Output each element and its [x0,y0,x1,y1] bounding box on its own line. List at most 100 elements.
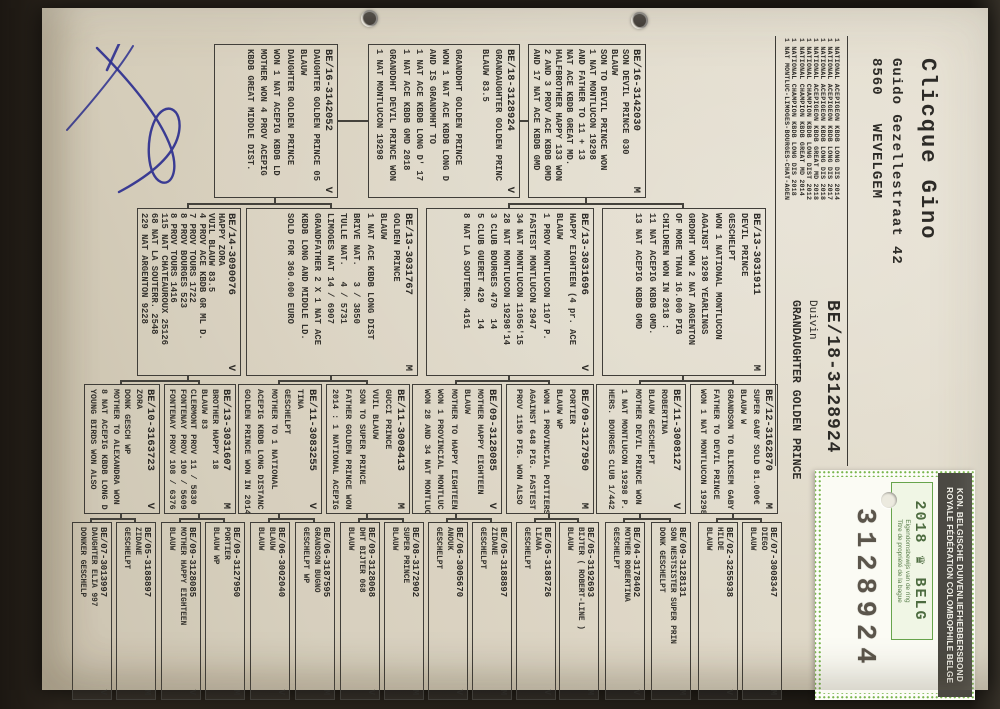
box-ring-number: BE/09-3128085 [187,527,197,598]
box-text-line: BLAUW [565,527,573,551]
box-sex: M [762,502,774,509]
connector-line [641,380,734,382]
connector-line [585,198,587,203]
pedigree-box-gen4-5: BE/05-3192693 M BIJTER ( ROBERT-LINE ) BLAU… [559,522,599,700]
pedigree-box-gen4-8: BE/06-3005670 V ANOUK GESCHELPT [428,522,468,700]
box-text-line: BLAUW [704,527,712,551]
box-text-line: GRANDFATHER 2 X 1 NAT ACE [311,213,322,345]
box-sex: M [402,364,414,371]
connector-line [639,514,641,518]
box-text-line: GESCHELPT [611,527,619,570]
connector-line [718,518,762,520]
pedigree-box-gen3-7: BE/13-3031607 M BROTHER HAPPY 18 BLAUW 83 CL… [164,384,236,514]
box-text-line: MOTHER TO HAPPY EIGHTEEN [448,389,459,510]
box-text-line: OF MORE THAN 16.000 PIG [672,213,683,335]
pedigree-box-gen1-2: BE/18-3128924 V GRANDAUGHTER GOLDEN PRINC B… [368,44,520,198]
box-text-line: BLAUW [608,49,619,76]
box-ring-number: BE/02-3255938 [724,527,734,598]
connector-line [330,376,332,380]
pedigree-box-gen1-3: BE/16-3142052 V DAUGHTER GOLDEN PRINCE 05 B… [214,44,338,198]
box-text-line: 1 NAT ACE KBDB LONG D' 17 [413,49,424,181]
connector-line [181,518,225,520]
connector-line [270,518,315,520]
box-text-line: DONKER GESCHELP [78,527,86,598]
box-sex: V [366,689,376,695]
box-text-line: AGAINST 19298 YEARLINGS [699,213,710,335]
box-text-line: BLAUW [297,49,308,76]
box-text-line: LIANA [533,527,541,551]
connector-line [448,518,492,520]
box-text-line: BLAUW [167,527,175,551]
box-text-line: 68 NAT LA SOUTERR. 2548 [149,213,160,335]
box-ring-number: BE/08-3172902 [410,527,420,598]
box-text-line: PORTIER [567,389,577,425]
owner-address-street: Guido Gezellestraat 42 [888,58,904,265]
connector-line [520,120,528,122]
box-text-line: 8 PROV TOURS 1416 [168,213,179,303]
box-text-line: GESCHELPT [522,527,530,570]
box-ring-number: BE/07-3013997 [98,527,108,598]
box-sex: V [486,502,498,509]
box-text-line: SON DEVIL PRINCE 030 [620,49,630,155]
box-ring-number: BE/09-3127950 [231,527,241,598]
pedigree-box-gen4-15: BE/05-3188897 M ZIDANE GESCHELPT [116,522,156,700]
box-sex: M [410,689,420,695]
box-text-line: 13 NAT ACEPIG KBDB GMD [633,213,644,330]
box-text-line: PORTIER [222,527,230,560]
box-ring-number: BE/09-3128085 [486,389,498,471]
box-sex: V [504,186,516,193]
box-text-line: 1 PROV MONTLUCON 1107 P. [540,213,551,340]
box-ring-number: BE/05-3192693 [585,527,595,598]
box-ring-number: BE/07-3008347 [768,527,778,598]
box-text-line: 1 NAT MONTLUCON 19298 P. [619,389,630,510]
box-text-line: 2 AND 3 PROV ACE KBDB GMD [542,49,553,181]
pedigree-box-gen3-8: BE/10-3163723 V ZORA DONK GESCH WP MOTHER TO… [84,384,160,514]
box-text-line: HERS. BOURGES CLUB 1/442 [606,389,617,510]
box-text-line: DONK GESCH WP [122,389,133,455]
box-ring-number: BE/11-3083255 [306,389,318,471]
box-ring-number: BE/16-3142052 [322,49,334,131]
box-text-line: PROV 1150 PIG. WON ALSO [514,389,525,505]
box-text-line [464,49,477,193]
box-sex: M [394,502,406,509]
box-text-line: GOLDEN PRINCE [391,213,401,282]
box-text-line: ROBERTINA [659,389,669,435]
box-ring-number: BE/13-3031911 [750,213,762,295]
box-text-line: KBDB GREAT MIDDLE DIST. [244,49,255,171]
connector-line [508,376,510,380]
box-sex: V [306,502,318,509]
box-text-line: GRDDHT WON 2 NAT ARGENTON [686,213,697,345]
box-text-line: 5 CLUB GUERET 429 14 [474,213,485,330]
box-sex: V [322,186,334,193]
pedigree-box-gen4-1: BE/07-3008347 M DIEGO BLAUW [742,522,782,700]
connector-line [198,514,200,518]
box-text-line: BLAUW W [737,389,748,425]
box-text-line: ANOUK [445,527,453,551]
connector-line [366,514,368,518]
box-text-line: SON TO SUPER PRINCE [356,389,367,485]
box-ring-number: BE/13-3031767 [402,213,414,295]
box-text-line: SON TO DEVIL PRINCE WON [597,49,608,171]
box-text-line: BRIVE NAT. 3 / 3850 [351,213,362,324]
box-text-line: BLAUW 83 [199,389,210,430]
box-text-line: FONTENAY PROV 100 / 5609 [177,389,188,510]
box-ring-number: BE/11-3008127 [670,389,682,471]
box-text-line: ZIDANE [489,527,497,556]
main-bird-ring-number: BE/18-3128924 [822,300,842,454]
box-text-line: LIMOGES NAT 14 / 6907 [324,213,335,324]
achievement-list: 1 NATIONAL ACEPIGEON KBDB LONG DIS 2014 … [783,38,840,201]
box-text-line: GESCHELPT [725,213,736,261]
box-text-line: GESCHELPT [434,527,442,570]
box-text-line: GESCHELPT WP [301,527,309,584]
connector-line [625,518,671,520]
box-text-line: FATHER GOLDEN PRINCE WON [343,389,354,510]
box-text-line: ZORA [134,389,144,410]
main-bird-title: GRANDAUGHTER GOLDEN PRINCE [789,300,802,480]
pedigree-box-gen2-1: BE/13-3031911 M DEVIL PRINCE GESCHELPT WON 1… [602,208,766,376]
box-text-line: 115 NAT CHATEAUROUX 25126 [158,213,169,345]
box-text-line: DAUGHTER GOLDEN PRINCE [284,49,295,166]
box-text-line: GUCCI PRINCE [383,389,393,450]
box-text-line: DAUGHTER GOLDEN PRINCE 05 [311,49,321,181]
box-ring-number: BE/18-3128924 [504,49,516,131]
